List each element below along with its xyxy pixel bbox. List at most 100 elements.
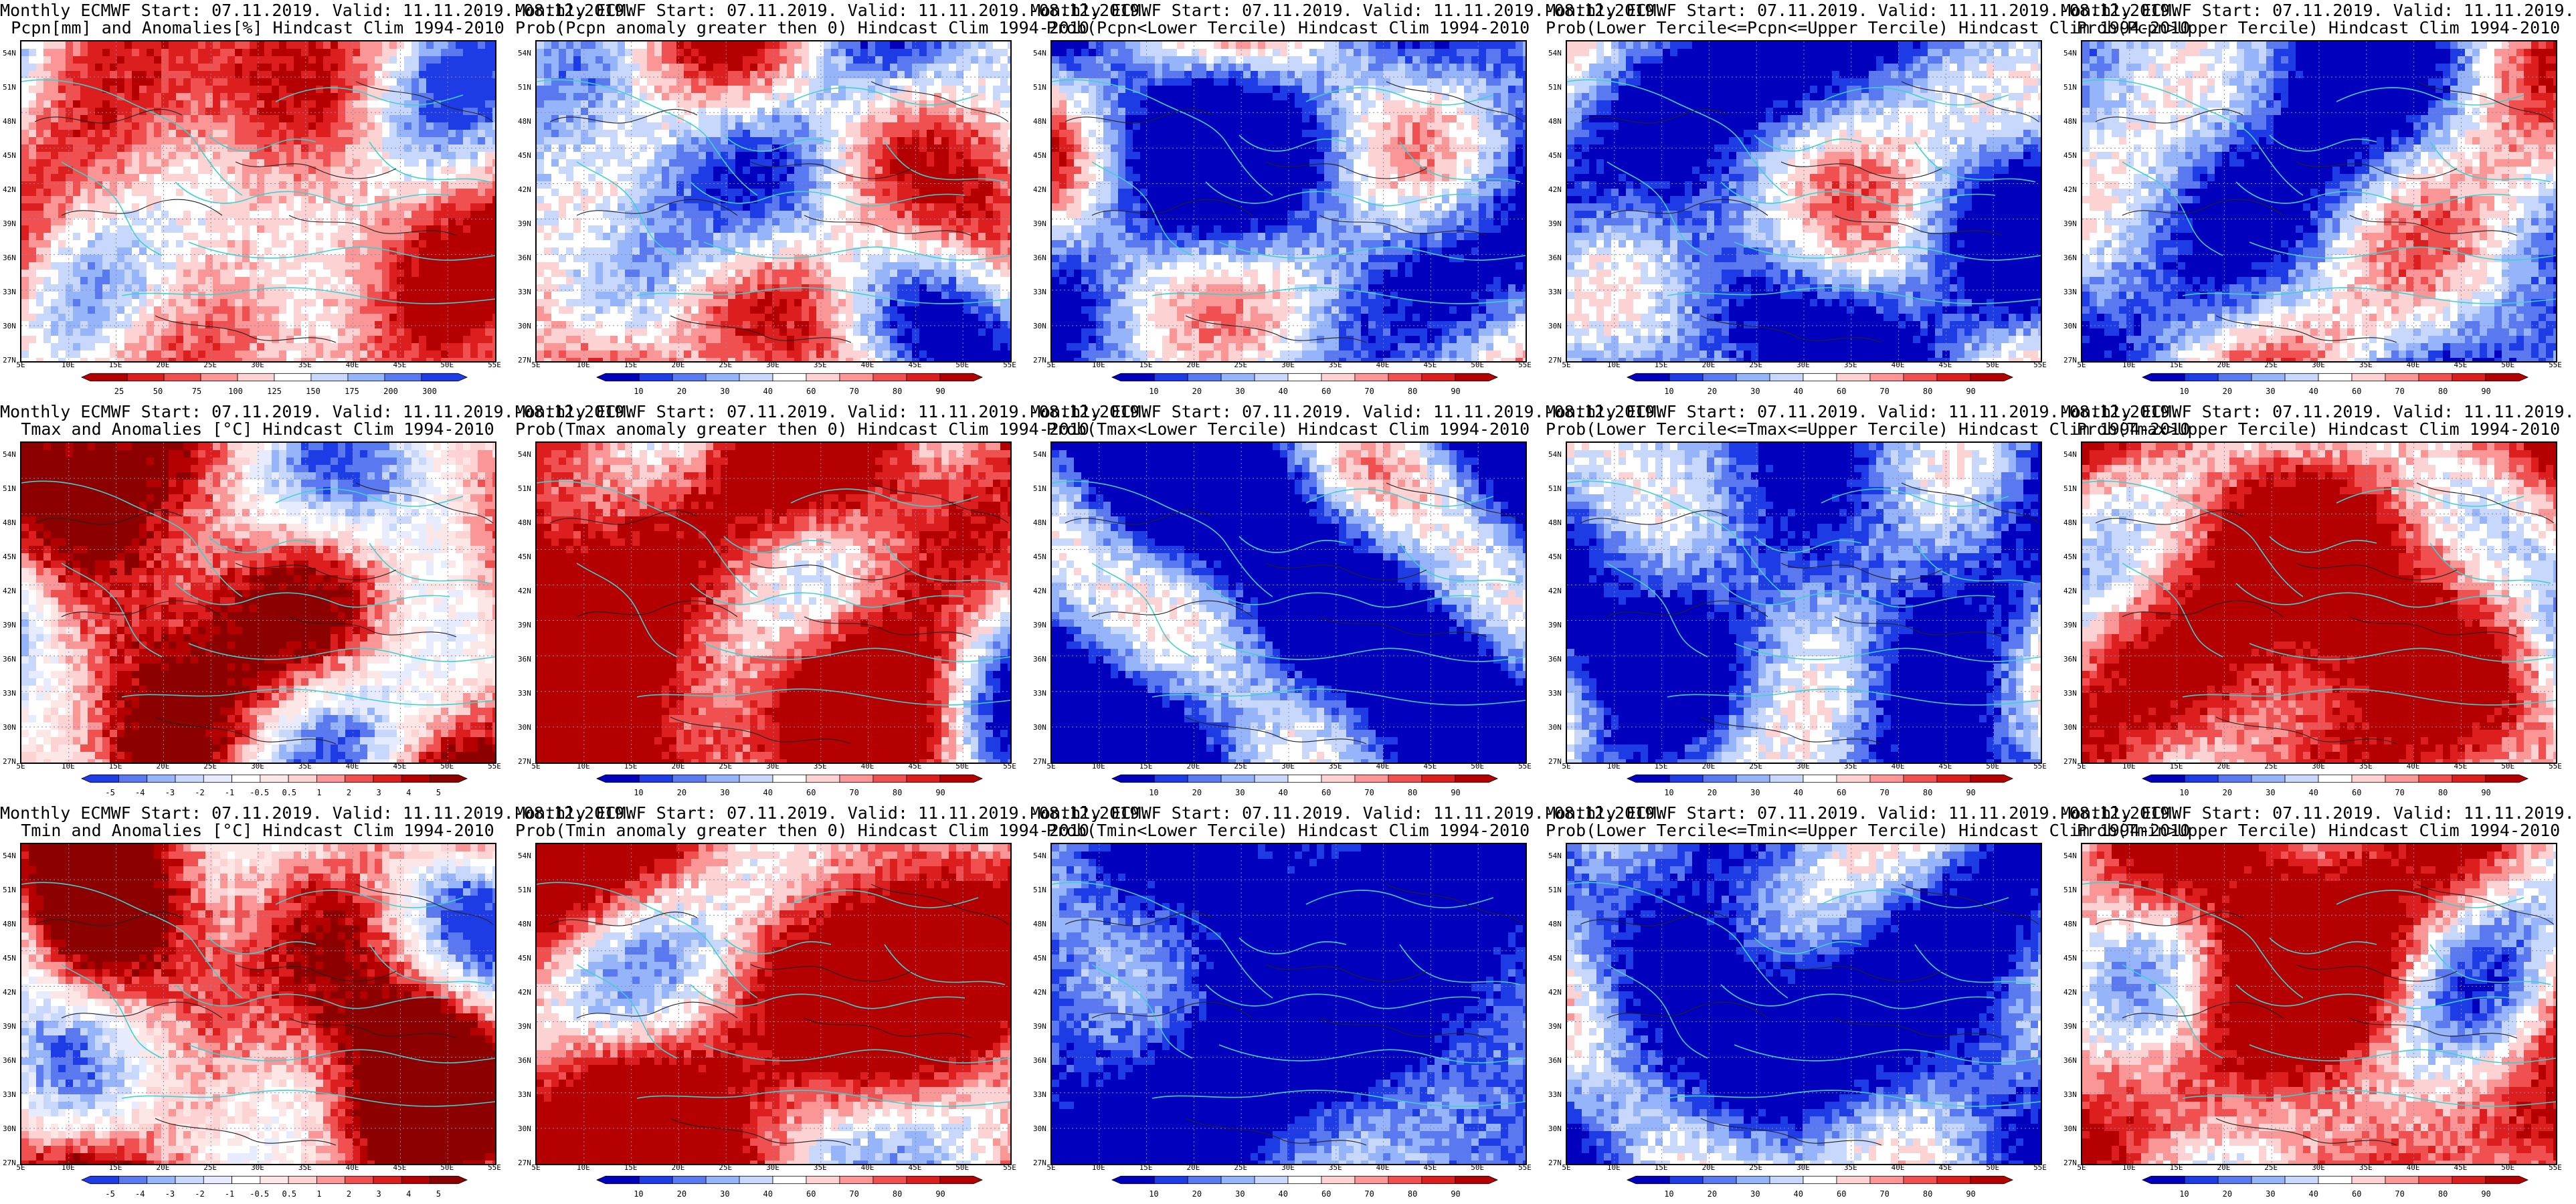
lat-tick-label: 30N: [1033, 724, 1046, 732]
colorbar-swatches: [80, 373, 468, 382]
colorbar-tick-label: 10: [2179, 387, 2189, 395]
panel-title-line1: Monthly ECMWF Start: 07.11.2019. Valid: …: [1030, 403, 1665, 421]
lat-tick-label: 48N: [3, 118, 16, 126]
colorbar-tick-label: 80: [1923, 789, 1932, 797]
lon-tick-label: 40E: [346, 763, 359, 771]
colorbar-tick-label: -1: [225, 1190, 234, 1198]
lon-tick-label: 55E: [1518, 361, 1532, 369]
map-field: [537, 443, 1010, 763]
panel-title-line2: Prob(Tmin>Upper Tercile) Hindcast Clim 1…: [2061, 821, 2576, 840]
lat-tick-label: 27N: [518, 1159, 531, 1167]
lat-tick-label: 33N: [3, 1091, 16, 1099]
colorbar: 10 20 30 40 60 70 80 90: [595, 373, 984, 395]
lon-tick-label: 40E: [1376, 1164, 1390, 1172]
contours: [2095, 884, 2555, 1146]
lat-tick-label: 27N: [2063, 1159, 2077, 1167]
lon-tick-label: 45E: [1938, 361, 1952, 369]
colorbar-tick-label: 60: [1321, 789, 1331, 797]
panel-title-line2: Prob(Lower Tercile<=Tmax<=Upper Tercile)…: [1546, 420, 2190, 439]
map-panel: Monthly ECMWF Start: 07.11.2019. Valid: …: [0, 0, 634, 401]
panel-title-line2: Prob(Pcpn anomaly greater then 0) Hindca…: [515, 19, 1089, 37]
contours: [34, 81, 494, 343]
lon-tick-label: 20E: [1701, 1164, 1715, 1172]
lat-tick-label: 42N: [2063, 989, 2077, 997]
colorbar-tick-label: 10: [2179, 789, 2189, 797]
lon-tick-label: 25E: [719, 1164, 732, 1172]
lon-tick-label: 40E: [1376, 361, 1390, 369]
colorbar-tick-label: 20: [1708, 1190, 1717, 1198]
lat-tick-label: 51N: [518, 84, 531, 92]
lon-tick-label: 30E: [251, 1164, 264, 1172]
colorbar-tick-label: 30: [720, 1190, 729, 1198]
graticule: [1052, 443, 1526, 763]
lon-tick-label: 30E: [1797, 1164, 1810, 1172]
lat-tick-label: 30N: [1033, 1125, 1046, 1133]
lat-tick-label: 45N: [1033, 955, 1046, 963]
lat-tick-label: 39N: [3, 220, 16, 228]
lat-tick-label: 48N: [1033, 118, 1046, 126]
coastlines: [1052, 882, 1526, 1107]
lon-tick-label: 25E: [1749, 1164, 1762, 1172]
graticule: [1052, 41, 1526, 361]
colorbar-tick-label: 90: [2481, 789, 2490, 797]
coastlines: [2082, 882, 2556, 1107]
lon-tick-label: 20E: [671, 1164, 684, 1172]
lat-tick-label: 48N: [518, 118, 531, 126]
panel-title-line1: Monthly ECMWF Start: 07.11.2019. Valid: …: [2061, 804, 2576, 823]
shaded-field: [1052, 844, 1526, 1164]
lat-tick-label: 54N: [518, 49, 531, 58]
lon-tick-label: 35E: [298, 763, 312, 771]
colorbar-tick-label: 60: [2352, 1190, 2361, 1198]
colorbar: 10 20 30 40 60 70 80 90: [1626, 774, 2014, 797]
panel-title-line1: Monthly ECMWF Start: 07.11.2019. Valid: …: [515, 804, 1149, 823]
lat-tick-label: 42N: [3, 186, 16, 194]
lon-tick-label: 35E: [1329, 1164, 1342, 1172]
lon-tick-label: 30E: [1797, 361, 1810, 369]
lat-tick-label: 30N: [2063, 724, 2077, 732]
colorbar-tick-label: 40: [1279, 1190, 1288, 1198]
lon-tick-label: 25E: [1234, 763, 1247, 771]
colorbar-tick-label: -0.5: [250, 789, 269, 797]
lon-tick-label: 30E: [766, 1164, 779, 1172]
map-frame: [20, 40, 496, 363]
lon-tick-label: 50E: [2501, 763, 2514, 771]
colorbar-tick-label: 5: [436, 1190, 441, 1198]
colorbar-tick-label: 10: [634, 789, 643, 797]
colorbar-tick-label: 10: [634, 387, 643, 395]
lon-tick-label: 40E: [346, 1164, 359, 1172]
lon-tick-label: 15E: [1139, 1164, 1153, 1172]
lon-tick-label: 35E: [1844, 1164, 1857, 1172]
lat-tick-label: 45N: [518, 955, 531, 963]
map-panel: Monthly ECMWF Start: 07.11.2019. Valid: …: [1030, 401, 1665, 803]
lon-tick-label: 30E: [1797, 763, 1810, 771]
lon-tick-label: 25E: [1234, 1164, 1247, 1172]
colorbar-tick-label: 80: [2438, 387, 2448, 395]
lon-tick-label: 55E: [488, 763, 501, 771]
lat-tick-label: 33N: [2063, 1091, 2077, 1099]
colorbar-swatches: [1111, 774, 1499, 783]
lon-tick-label: 20E: [2217, 361, 2230, 369]
lat-tick-label: 33N: [1548, 690, 1562, 698]
lat-tick-label: 36N: [1033, 1057, 1046, 1065]
lon-tick-label: 55E: [1003, 1164, 1016, 1172]
lon-tick-label: 20E: [671, 763, 684, 771]
colorbar-tick-label: 20: [1708, 387, 1717, 395]
map-panel: Monthly ECMWF Start: 07.11.2019. Valid: …: [2061, 803, 2576, 1204]
contours: [34, 482, 494, 744]
lon-tick-label: 25E: [1749, 361, 1762, 369]
colorbar-tick-label: 60: [2352, 789, 2361, 797]
colorbar-tick-label: 30: [1235, 789, 1245, 797]
lon-tick-label: 5E: [16, 763, 25, 771]
lat-tick-label: 51N: [1033, 886, 1046, 894]
lon-tick-label: 40E: [861, 361, 875, 369]
lat-tick-label: 51N: [3, 886, 16, 894]
lat-tick-label: 42N: [518, 186, 531, 194]
colorbar-tick-label: 30: [1750, 1190, 1760, 1198]
lat-tick-label: 30N: [518, 724, 531, 732]
colorbar-tick-label: 30: [2266, 387, 2275, 395]
colorbar-swatches: [595, 373, 984, 382]
colorbar: 10 20 30 40 60 70 80 90: [2141, 774, 2529, 797]
colorbar-tick-label: 80: [1923, 387, 1932, 395]
colorbar-tick-label: 3: [377, 1190, 381, 1198]
lon-tick-label: 40E: [1892, 361, 1905, 369]
